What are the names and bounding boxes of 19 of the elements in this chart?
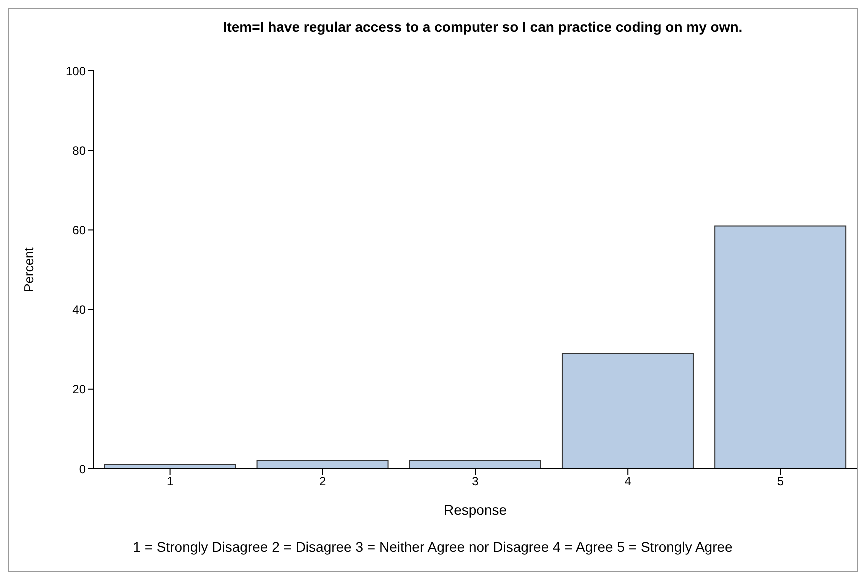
x-tick-label: 1 <box>166 474 174 489</box>
y-tick-label: 60 <box>72 223 86 238</box>
y-tick-label: 100 <box>66 64 86 78</box>
x-tick-label: 2 <box>320 474 327 489</box>
y-tick-label: 0 <box>79 462 86 476</box>
chart-title: Item=I have regular access to a computer so I can practice coding on my own. <box>222 19 744 35</box>
y-tick-label: 20 <box>72 382 86 397</box>
x-axis-title: Response <box>444 502 508 518</box>
bar <box>714 226 847 469</box>
x-tick-label: 4 <box>624 474 632 489</box>
x-tick-label: 5 <box>777 474 784 489</box>
y-tick-label: 40 <box>72 303 86 318</box>
bar <box>409 460 542 469</box>
text: 1 = Strongly Disagree 2 = Disagree 3 = Neither Agree nor Disagree 4 = Agree 5 = Strongly Agree <box>132 539 734 555</box>
bar <box>562 353 694 469</box>
bar <box>256 460 389 469</box>
x-tick-label: 3 <box>472 474 480 489</box>
y-axis-title: Percent <box>22 247 37 292</box>
y-tick-label: 80 <box>72 144 86 158</box>
